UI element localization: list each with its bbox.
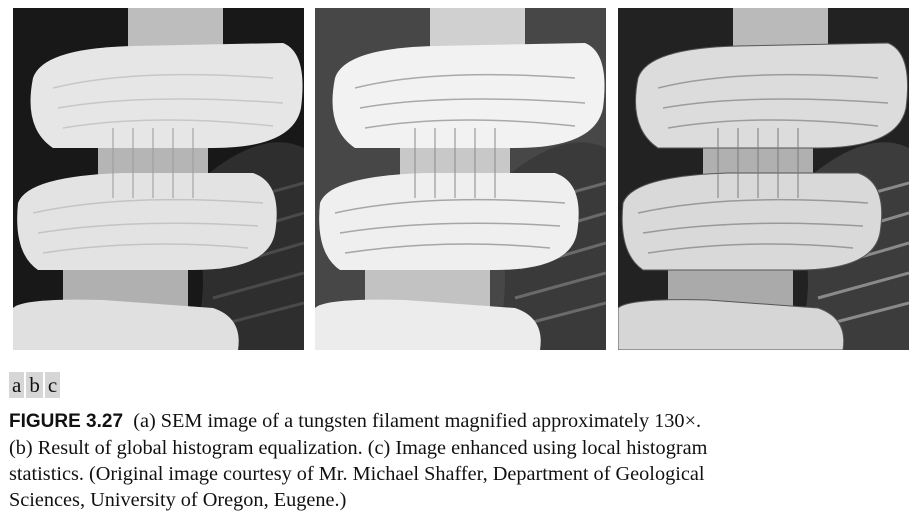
- caption-line-3: statistics. (Original image courtesy of …: [9, 463, 705, 485]
- panel-c-local-enhanced: [618, 8, 909, 350]
- caption-line-1: FIGURE 3.27 (a) SEM image of a tungsten …: [9, 408, 909, 435]
- caption-text-1: (a) SEM image of a tungsten filament mag…: [133, 410, 702, 432]
- subfigure-labels: a b c: [9, 372, 61, 398]
- panel-b-global-equalized: [315, 8, 606, 350]
- filament-image-c: [618, 8, 909, 350]
- subfigure-label-c: c: [44, 372, 61, 398]
- subfigure-label-a: a: [9, 372, 25, 398]
- caption-line-2: (b) Result of global histogram equalizat…: [9, 437, 708, 459]
- filament-image-a: [13, 8, 304, 350]
- subfigure-label-b: b: [26, 372, 43, 398]
- caption-line-4: Sciences, University of Oregon, Eugene.): [9, 489, 347, 511]
- panel-a-sem-image: [13, 8, 304, 350]
- caption-head: FIGURE 3.27: [9, 411, 124, 432]
- figure-caption: FIGURE 3.27 (a) SEM image of a tungsten …: [9, 408, 909, 513]
- filament-image-b: [315, 8, 606, 350]
